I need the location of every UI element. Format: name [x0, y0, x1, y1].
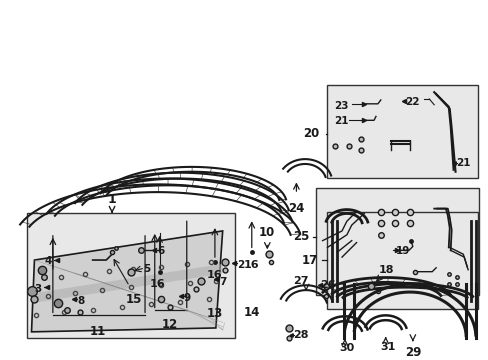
Text: 21: 21	[456, 158, 470, 168]
Text: 16: 16	[244, 260, 259, 270]
Text: 11: 11	[89, 325, 105, 338]
Text: 12: 12	[162, 318, 178, 331]
Text: 23: 23	[334, 101, 348, 111]
Polygon shape	[34, 264, 222, 303]
Text: 16: 16	[207, 270, 222, 280]
Text: 25: 25	[293, 230, 309, 243]
Text: 16: 16	[149, 279, 165, 289]
Text: 8: 8	[77, 296, 84, 306]
Text: 19: 19	[395, 247, 409, 256]
Text: 7: 7	[218, 276, 225, 287]
Text: 20: 20	[303, 127, 319, 140]
Polygon shape	[31, 231, 222, 332]
Text: 10: 10	[259, 226, 275, 239]
Text: 18: 18	[378, 265, 394, 275]
Text: 31: 31	[379, 342, 394, 352]
Text: 4: 4	[44, 256, 51, 266]
Text: 22: 22	[404, 97, 419, 107]
Text: 29: 29	[404, 346, 420, 359]
Text: 9: 9	[183, 293, 191, 303]
Text: 6: 6	[157, 247, 164, 256]
Text: 13: 13	[206, 307, 223, 320]
Text: 21: 21	[334, 116, 348, 126]
FancyBboxPatch shape	[327, 85, 477, 177]
Text: 27: 27	[293, 276, 308, 286]
Text: 5: 5	[143, 264, 150, 274]
Text: 1: 1	[107, 193, 116, 206]
Text: 28: 28	[293, 330, 308, 340]
Text: 2: 2	[237, 260, 244, 270]
FancyBboxPatch shape	[327, 212, 477, 309]
Text: 14: 14	[243, 306, 260, 319]
FancyBboxPatch shape	[315, 188, 478, 295]
Text: 26: 26	[319, 280, 335, 290]
FancyBboxPatch shape	[27, 213, 235, 338]
Text: 15: 15	[125, 293, 142, 306]
Text: 3: 3	[34, 284, 41, 294]
Text: 17: 17	[301, 253, 317, 266]
Text: 24: 24	[287, 202, 304, 215]
Text: 30: 30	[339, 342, 354, 352]
